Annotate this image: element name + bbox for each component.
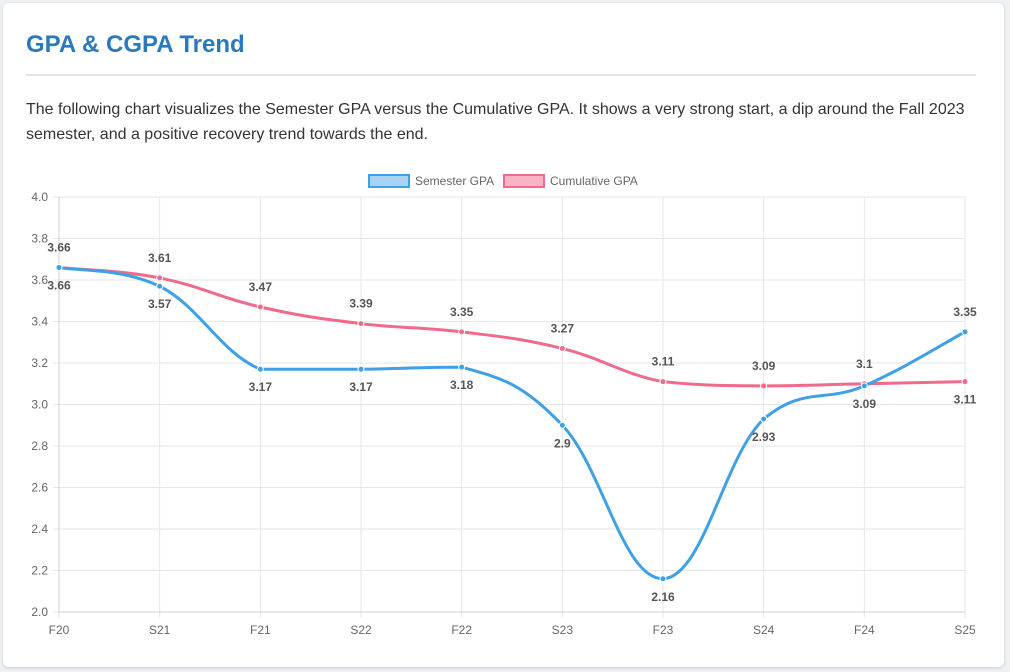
cumulative-point [156, 274, 164, 282]
semester-point [860, 382, 868, 390]
cumulative-data-label: 3.35 [450, 305, 474, 319]
cumulative-point [256, 303, 264, 311]
cumulative-labels: 3.66 3.61 3.47 3.39 3.35 3.27 3.11 3.09 3.1 3.11 [47, 241, 976, 407]
semester-series [55, 264, 969, 583]
cumulative-point [357, 320, 365, 328]
semester-labels: 3.66 3.57 3.17 3.17 3.18 2.9 2.16 2.93 3.09 3.35 [47, 279, 977, 604]
y-tick-label: 3.6 [31, 273, 48, 287]
x-tick-label: F20 [49, 623, 70, 637]
cumulative-data-label: 3.11 [954, 393, 977, 407]
y-tick-label: 2.8 [31, 439, 48, 453]
semester-point [558, 421, 566, 429]
semester-data-label: 2.16 [651, 590, 675, 604]
chart-grid [53, 196, 966, 618]
semester-point [55, 264, 63, 272]
cumulative-point [961, 378, 969, 386]
semester-point [760, 415, 768, 423]
x-tick-label: S24 [753, 623, 775, 637]
semester-point [156, 282, 164, 290]
semester-data-label: 2.93 [752, 430, 776, 444]
x-tick-label: F24 [854, 623, 875, 637]
semester-data-label: 2.9 [554, 436, 571, 450]
semester-data-label: 3.35 [953, 305, 977, 319]
cumulative-point [458, 328, 466, 336]
semester-line [58, 266, 966, 581]
x-tick-label: S21 [149, 623, 171, 637]
cumulative-data-label: 3.11 [652, 355, 675, 369]
chart-legend: Semester GPA Cumulative GPA [368, 174, 638, 188]
x-tick-label: F22 [451, 623, 472, 637]
semester-point [961, 328, 969, 336]
title-divider [26, 74, 976, 76]
cumulative-data-label: 3.27 [551, 321, 575, 335]
semester-point [256, 365, 264, 373]
semester-data-label: 3.17 [249, 380, 273, 394]
cumulative-point [760, 382, 768, 390]
cumulative-legend-label: Cumulative GPA [550, 174, 638, 188]
page-title: GPA & CGPA Trend [26, 31, 245, 58]
semester-legend-label: Semester GPA [415, 174, 494, 188]
x-tick-label: S23 [552, 623, 574, 637]
semester-data-label: 3.17 [349, 380, 373, 394]
chart-description: The following chart visualizes the Semes… [26, 101, 965, 143]
chart-card [3, 3, 1004, 667]
semester-point [357, 365, 365, 373]
x-tick-label: S22 [350, 623, 372, 637]
y-tick-label: 2.6 [31, 481, 48, 495]
cumulative-data-label: 3.61 [148, 251, 172, 265]
x-tick-label: F23 [653, 623, 674, 637]
semester-data-label: 3.18 [450, 378, 474, 392]
cumulative-point [659, 378, 667, 386]
semester-data-label: 3.57 [148, 297, 172, 311]
y-tick-label: 2.2 [31, 564, 48, 578]
cumulative-point [558, 344, 566, 352]
cumulative-data-label: 3.1 [856, 357, 873, 371]
semester-legend-swatch [368, 174, 410, 188]
x-tick-label: S25 [954, 623, 976, 637]
y-tick-label: 3.2 [31, 356, 48, 370]
y-tick-label: 2.0 [31, 605, 48, 619]
cumulative-data-label: 3.47 [249, 280, 273, 294]
y-tick-label: 3.8 [31, 232, 48, 246]
cumulative-series [55, 264, 969, 390]
y-tick-label: 3.4 [31, 315, 48, 329]
semester-point [458, 363, 466, 371]
semester-data-label: 3.09 [853, 397, 877, 411]
y-tick-label: 4.0 [31, 190, 48, 204]
y-tick-label: 3.0 [31, 398, 48, 412]
semester-point [659, 575, 667, 583]
cumulative-data-label: 3.09 [752, 359, 776, 373]
x-tick-label: F21 [250, 623, 271, 637]
y-tick-label: 2.4 [31, 522, 48, 536]
semester-data-label: 3.66 [47, 279, 71, 293]
cumulative-legend-swatch [503, 174, 545, 188]
cumulative-data-label: 3.66 [47, 241, 71, 255]
cumulative-line [58, 266, 966, 388]
cumulative-data-label: 3.39 [349, 297, 373, 311]
